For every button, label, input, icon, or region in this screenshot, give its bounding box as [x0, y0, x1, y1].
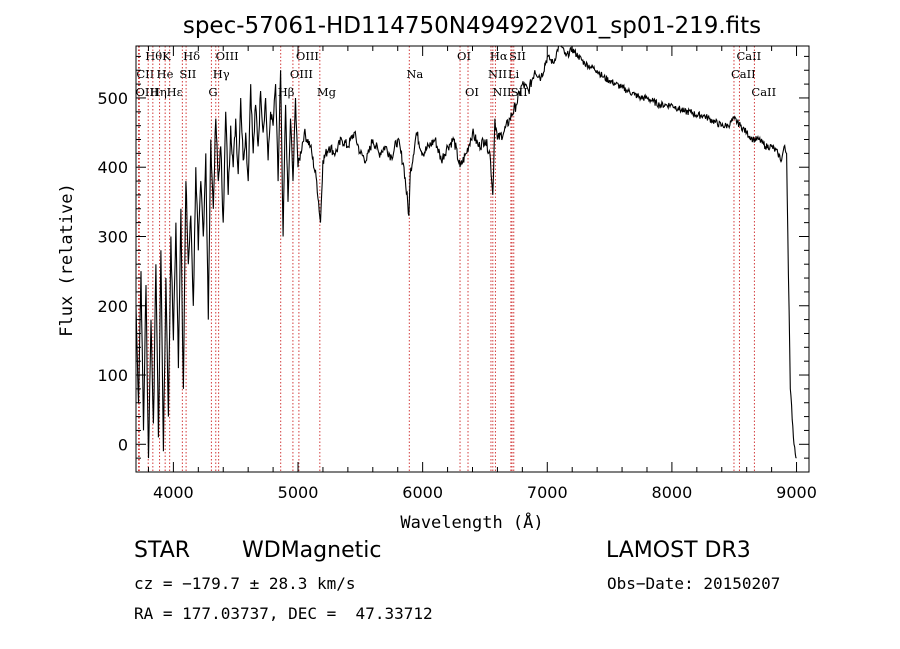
- line-marker-label: OIII: [296, 49, 319, 63]
- line-marker-label: NII: [492, 85, 511, 99]
- survey-release: LAMOST DR3: [606, 538, 751, 563]
- y-axis-label: Flux (relative): [57, 183, 77, 337]
- x-tick-label: 9000: [776, 483, 817, 502]
- x-tick-label: 6000: [402, 483, 443, 502]
- line-marker-label: CaII: [736, 49, 761, 63]
- chart-title: spec-57061-HD114750N494922V01_sp01-219.f…: [183, 13, 761, 39]
- line-marker-label: Hθ: [145, 49, 162, 63]
- redshift-cz: cz = −179.7 ± 28.3 km/s: [134, 574, 356, 593]
- coordinates: RA = 177.03737, DEC = 47.33712: [134, 604, 433, 623]
- line-marker-label: OI: [465, 85, 479, 99]
- y-tick-label: 300: [97, 227, 128, 246]
- x-axis-label: Wavelength (Å): [400, 511, 543, 533]
- axis-ticks: 4000 5000 6000 7000 8000 9000 0 100 200 300 400 500: [97, 46, 817, 502]
- object-class: STAR: [134, 538, 191, 563]
- line-marker-label: CaII: [731, 67, 756, 81]
- x-tick-label: 5000: [278, 483, 319, 502]
- y-tick-label: 0: [118, 435, 128, 454]
- observation-date: Obs−Date: 20150207: [607, 574, 781, 593]
- x-tick-label: 4000: [153, 483, 194, 502]
- line-marker-label: CaII: [751, 85, 776, 99]
- line-marker-label: Hδ: [183, 49, 200, 63]
- object-subclass: WDMagnetic: [242, 538, 382, 563]
- flux-series: [135, 45, 797, 459]
- line-marker-label: OIII: [290, 67, 313, 81]
- line-marker-label: OIII: [216, 49, 239, 63]
- line-marker-label: Na: [406, 67, 423, 81]
- line-marker-label: Hα: [490, 49, 508, 63]
- x-tick-label: 7000: [527, 483, 568, 502]
- line-marker-label: SII: [509, 49, 526, 63]
- plot-frame: [135, 45, 810, 473]
- flux-line: [135, 45, 797, 459]
- line-marker-label: Hη: [150, 85, 167, 99]
- line-marker-label: OI: [457, 49, 471, 63]
- line-marker-label: Hβ: [278, 85, 295, 99]
- y-tick-label: 100: [97, 366, 128, 385]
- line-marker-label: Hε: [167, 85, 183, 99]
- line-marker-label: K: [162, 49, 171, 63]
- y-tick-label: 500: [97, 89, 128, 108]
- line-marker-label: Hγ: [213, 67, 230, 81]
- y-tick-label: 200: [97, 297, 128, 316]
- line-marker-label: Mg: [317, 85, 337, 99]
- line-marker-label: SII: [179, 67, 196, 81]
- line-marker-label: NII: [488, 67, 507, 81]
- line-marker-label: He: [157, 67, 174, 81]
- line-marker-label: CII: [136, 67, 154, 81]
- x-tick-label: 8000: [652, 483, 693, 502]
- y-tick-label: 400: [97, 158, 128, 177]
- line-marker-label: G: [208, 85, 217, 99]
